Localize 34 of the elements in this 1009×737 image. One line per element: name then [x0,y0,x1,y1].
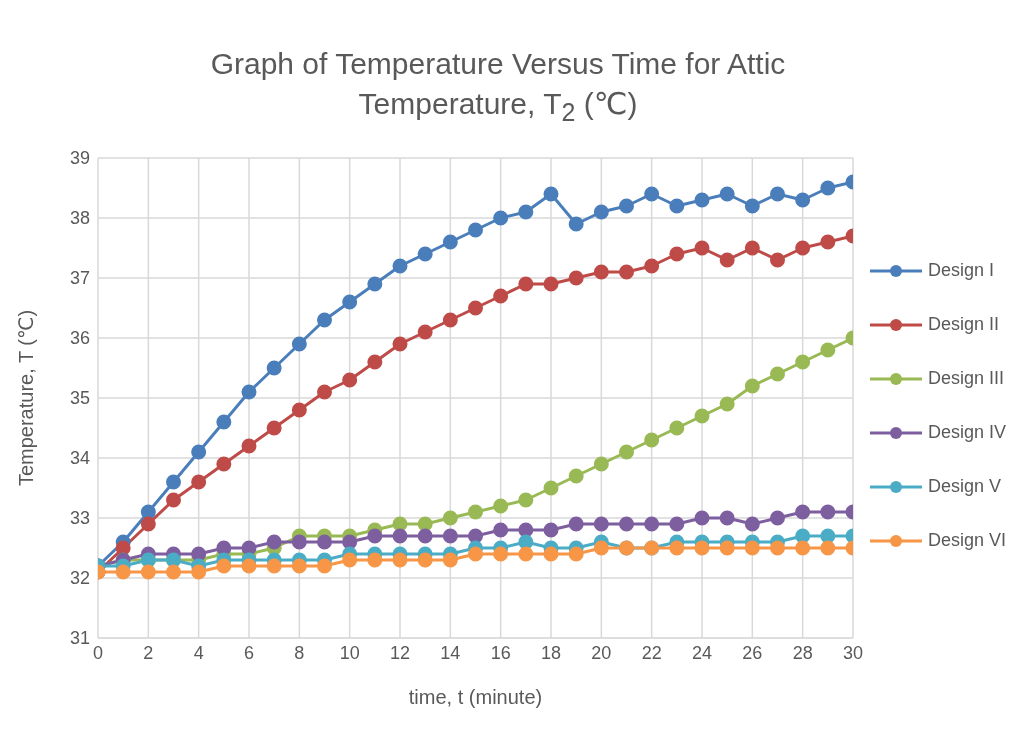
x-tick-label: 30 [842,642,864,663]
x-tick-label: 2 [143,642,154,663]
x-tick-label: 26 [742,642,763,663]
y-tick-label: 34 [69,448,90,469]
legend-label: Design I [928,260,995,281]
x-tick-label: 14 [440,642,461,663]
x-tick-label: 12 [389,642,411,663]
y-tick-label: 31 [69,628,90,649]
y-tick-label: 32 [69,568,90,589]
legend-label: Design V [928,476,1002,497]
x-tick-label: 16 [490,642,511,663]
legend-label: Design III [928,368,1005,389]
legend-label: Design II [928,314,1000,335]
x-tick-label: 20 [591,642,612,663]
x-tick-label: 4 [193,642,204,663]
x-tick-label: 24 [691,642,713,663]
y-tick-label: 39 [69,148,90,169]
legend-label: Design VI [928,530,1007,551]
x-tick-label: 22 [641,642,662,663]
legend-label: Design IV [928,422,1007,443]
x-tick-label: 18 [540,642,562,663]
x-axis-title: time, t (minute) [408,686,543,708]
x-tick-label: 28 [792,642,813,663]
x-tick-label: 6 [243,642,255,663]
y-tick-label: 33 [69,508,90,529]
y-tick-label: 37 [69,268,90,289]
y-axis-title: Temperature, T (℃) [15,309,38,487]
chart-title: Graph of Temperature Versus Time for Attic Temperature, T$_{2}$ (℃) [209,46,787,128]
y-tick-label: 36 [69,328,90,349]
x-tick-label: 0 [92,642,104,663]
x-tick-label: 8 [294,642,305,663]
y-tick-label: 35 [69,388,90,409]
y-tick-label: 38 [69,208,90,229]
x-tick-label: 10 [339,642,360,663]
